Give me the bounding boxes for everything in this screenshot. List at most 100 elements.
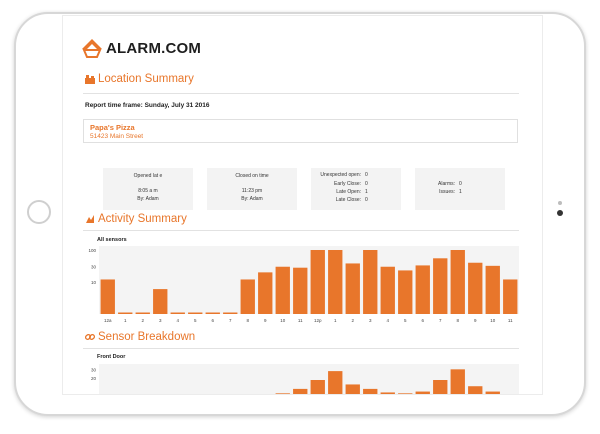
bar	[188, 312, 203, 314]
x-tick-label: 12a	[104, 318, 112, 323]
y-tick-label: 30	[91, 367, 97, 372]
bar	[363, 388, 378, 394]
x-tick-label: 8	[456, 318, 459, 323]
issues-value: 1	[459, 189, 462, 195]
x-tick-label: 1	[334, 318, 337, 323]
bar	[170, 312, 185, 314]
activity-summary-title: Activity Summary	[98, 213, 187, 225]
bar	[415, 391, 430, 394]
bar	[293, 388, 308, 394]
location-name[interactable]: Papa's Pizza	[90, 123, 135, 132]
x-tick-label: 8	[246, 318, 249, 323]
x-tick-label: 5	[194, 318, 197, 323]
camera-icon	[557, 210, 563, 216]
bar	[118, 312, 133, 314]
bar	[433, 380, 448, 394]
x-tick-label: 11	[298, 318, 303, 323]
bar	[328, 250, 343, 314]
bar	[153, 289, 168, 314]
x-tick-label: 11	[508, 318, 513, 323]
issues-label: Issues:	[439, 189, 455, 195]
bar	[205, 312, 220, 314]
building-icon	[85, 75, 95, 84]
bar	[240, 279, 255, 314]
location-summary-title: Location Summary	[98, 73, 194, 85]
x-tick-label: 1	[124, 318, 127, 323]
alarms-label: Alarms:	[438, 181, 455, 187]
x-tick-label: 2	[351, 318, 354, 323]
bar	[258, 272, 273, 314]
bar	[345, 263, 360, 314]
bar	[135, 312, 150, 314]
stat-label-early-close: Early Close:	[334, 181, 361, 187]
y-tick-label: 10	[91, 280, 97, 285]
x-tick-label: 6	[421, 318, 424, 323]
stat-value-unexpected-open: 0	[365, 172, 368, 178]
alarms-card: Alarms: 0 Issues: 1	[415, 168, 505, 210]
y-tick-label: 20	[91, 376, 97, 381]
bar	[380, 392, 395, 394]
closed-card: Closed on time 11:23 pm By: Adam	[207, 168, 297, 210]
closed-by: By: Adam	[241, 196, 263, 202]
x-tick-label: 7	[229, 318, 232, 323]
x-tick-label: 10	[490, 318, 496, 323]
front-door-label: Front Door	[97, 354, 126, 360]
bar	[468, 386, 483, 394]
bar	[433, 258, 448, 314]
schedule-stats-card: Unexpected open: 0 Early Close: 0 Late O…	[311, 168, 401, 210]
plot-background	[99, 246, 519, 314]
home-button[interactable]	[27, 200, 51, 224]
sensor-breakdown-title: Sensor Breakdown	[98, 331, 196, 343]
activity-summary-heading: Activity Summary	[85, 213, 187, 225]
link-icon	[85, 334, 95, 340]
stat-value-late-close: 0	[365, 197, 368, 203]
bar	[293, 267, 308, 314]
bar	[345, 384, 360, 394]
opened-time: 8:05 a m	[138, 188, 158, 194]
plot-background	[99, 364, 519, 394]
sensor-dot	[558, 201, 562, 205]
divider	[83, 230, 519, 231]
bar	[485, 265, 500, 314]
y-tick-label: 100	[88, 248, 96, 253]
x-tick-label: 2	[141, 318, 144, 323]
brand-name: ALARM.COM	[106, 39, 202, 57]
location-address: 51423 Main Street	[90, 133, 144, 140]
stat-label-late-open: Late Open:	[336, 189, 361, 195]
front-door-chart: 30 20	[91, 364, 519, 394]
brand-logo: ALARM.COM	[81, 37, 201, 59]
x-tick-label: 4	[386, 318, 389, 323]
bar	[275, 393, 290, 394]
bar	[398, 393, 413, 394]
bar	[468, 262, 483, 314]
bar	[310, 250, 325, 314]
bar	[503, 279, 518, 314]
location-card: Papa's Pizza 51423 Main Street	[83, 119, 518, 143]
bar	[380, 266, 395, 314]
bar	[100, 279, 115, 314]
stat-label-unexpected-open: Unexpected open:	[320, 172, 361, 178]
bar	[363, 250, 378, 314]
bar	[450, 369, 465, 394]
x-tick-label: 3	[369, 318, 372, 323]
bar	[310, 380, 325, 394]
bar	[223, 312, 238, 314]
x-tick-label: 7	[439, 318, 442, 323]
bar	[328, 371, 343, 394]
house-logo-icon	[82, 39, 102, 58]
bar	[415, 265, 430, 314]
x-tick-label: 9	[474, 318, 477, 323]
opened-card: Opened lat e 8:05 a m By: Adam	[103, 168, 193, 210]
x-tick-label: 4	[176, 318, 179, 323]
stat-label-late-close: Late Close:	[335, 197, 361, 203]
opened-title: Opened lat e	[133, 173, 163, 179]
all-sensors-chart: 100 30 10 12a 1 2 3 4 5 6 7 8 9 10 11 12p 1 2 3 4 5 6 7 8 9 10 11	[88, 246, 519, 323]
divider	[83, 93, 519, 94]
stat-value-early-close: 0	[365, 181, 368, 187]
activity-icon	[86, 215, 94, 223]
closed-title: Closed on time	[235, 173, 269, 179]
sensor-breakdown-heading: Sensor Breakdown	[85, 331, 195, 343]
x-tick-label: 12p	[314, 318, 322, 323]
x-tick-label: 10	[280, 318, 286, 323]
all-sensors-label: All sensors	[97, 237, 127, 243]
